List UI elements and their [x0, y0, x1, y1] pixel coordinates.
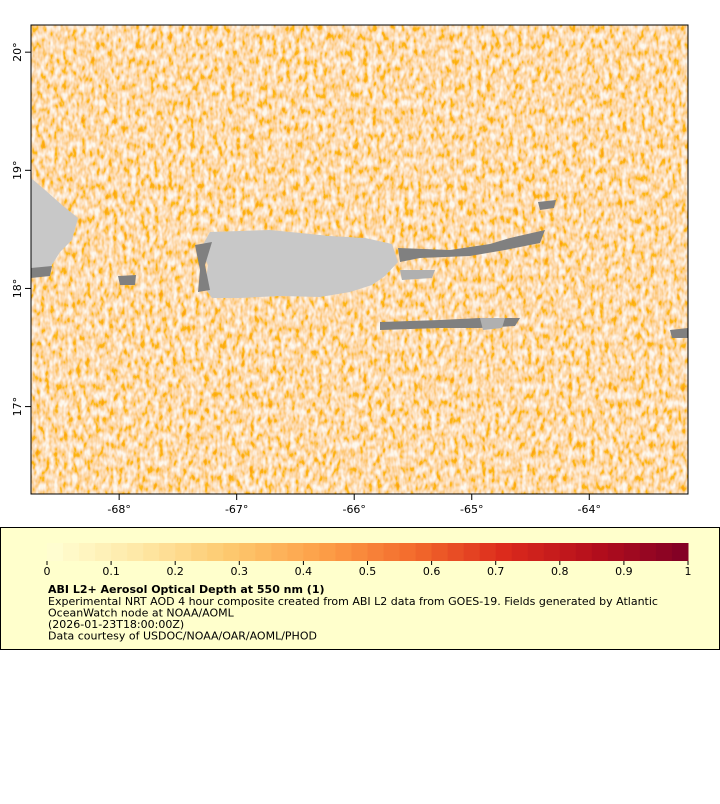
x-tick-label: -65°	[460, 503, 483, 516]
colorbar-tick-label: 0.9	[615, 565, 633, 578]
colorbar-swatch	[383, 543, 401, 561]
colorbar-swatch	[207, 543, 224, 561]
colorbar-swatch	[47, 543, 64, 561]
colorbar-swatch	[351, 543, 368, 561]
colorbar-swatch	[303, 543, 320, 561]
x-tick-label: -68°	[107, 503, 130, 516]
legend-line: OceanWatch node at NOAA/AOML	[48, 607, 235, 620]
colorbar-swatch	[671, 543, 689, 561]
hispaniola-edge	[31, 266, 52, 278]
colorbar-swatch	[447, 543, 465, 561]
colorbar-swatch	[95, 543, 112, 561]
aod-field	[31, 25, 688, 494]
legend-line: (2026-01-23T18:00:00Z)	[48, 618, 184, 631]
colorbar-swatch	[543, 543, 561, 561]
colorbar-swatch	[559, 543, 577, 561]
colorbar-swatch	[431, 543, 449, 561]
colorbar-tick-label: 1	[685, 565, 692, 578]
colorbar-swatch	[271, 543, 288, 561]
x-tick-label: -64°	[578, 503, 601, 516]
colorbar-swatch	[527, 543, 545, 561]
y-tick-label: 19°	[11, 161, 24, 181]
pr-west-edge	[195, 242, 212, 292]
colorbar-swatch	[463, 543, 481, 561]
colorbar-swatch	[655, 543, 673, 561]
colorbar-swatch	[591, 543, 609, 561]
legend-line: Experimental NRT AOD 4 hour composite cr…	[48, 595, 658, 608]
colorbar-swatch	[143, 543, 160, 561]
colorbar-swatch	[415, 543, 433, 561]
colorbar-swatch	[127, 543, 144, 561]
y-tick-label: 17°	[11, 397, 24, 417]
islet	[670, 328, 688, 338]
colorbar-tick-label: 0.4	[295, 565, 313, 578]
y-tick-label: 18°	[11, 279, 24, 299]
x-tick-label: -67°	[225, 503, 248, 516]
colorbar-tick-label: 0.2	[166, 565, 184, 578]
colorbar-swatch	[639, 543, 657, 561]
colorbar-tick-label: 0.6	[423, 565, 441, 578]
colorbar-tick-label: 0.1	[102, 565, 120, 578]
colorbar-swatch	[511, 543, 529, 561]
colorbar-swatch	[575, 543, 593, 561]
colorbar-tick-label: 0	[44, 565, 51, 578]
hispaniola	[31, 178, 78, 275]
colorbar-swatch	[111, 543, 128, 561]
puerto-rico	[200, 230, 398, 298]
vieques	[400, 270, 435, 280]
anegada	[538, 200, 556, 210]
colorbar-swatch	[79, 543, 96, 561]
colorbar-swatch	[479, 543, 497, 561]
colorbar-swatch	[607, 543, 625, 561]
colorbar-swatch	[191, 543, 208, 561]
colorbar-swatch	[287, 543, 304, 561]
colorbar-swatch	[335, 543, 352, 561]
colorbar-tick-label: 0.7	[487, 565, 505, 578]
legend-title: ABI L2+ Aerosol Optical Depth at 550 nm …	[48, 583, 325, 596]
colorbar-swatch	[399, 543, 417, 561]
colorbar-swatch	[255, 543, 272, 561]
map-frame	[30, 24, 689, 495]
colorbar-tick-label: 0.5	[359, 565, 377, 578]
colorbar-tick-label: 0.3	[231, 565, 249, 578]
colorbar-swatch	[239, 543, 256, 561]
y-tick-label: 20°	[11, 42, 24, 62]
colorbar-swatch	[175, 543, 192, 561]
colorbar-swatch	[367, 543, 385, 561]
x-tick-label: -66°	[342, 503, 365, 516]
colorbar-tick-label: 0.8	[551, 565, 569, 578]
colorbar-swatch	[223, 543, 240, 561]
colorbar-swatch	[63, 543, 80, 561]
colorbar-swatch	[159, 543, 176, 561]
st-croix-land	[480, 318, 505, 330]
colorbar-swatch	[623, 543, 641, 561]
colorbar-swatch	[319, 543, 336, 561]
legend-line: Data courtesy of USDOC/NOAA/OAR/AOML/PHO…	[48, 630, 317, 643]
mona	[118, 275, 136, 285]
colorbar-swatch	[495, 543, 513, 561]
virgin-islands	[398, 230, 545, 262]
